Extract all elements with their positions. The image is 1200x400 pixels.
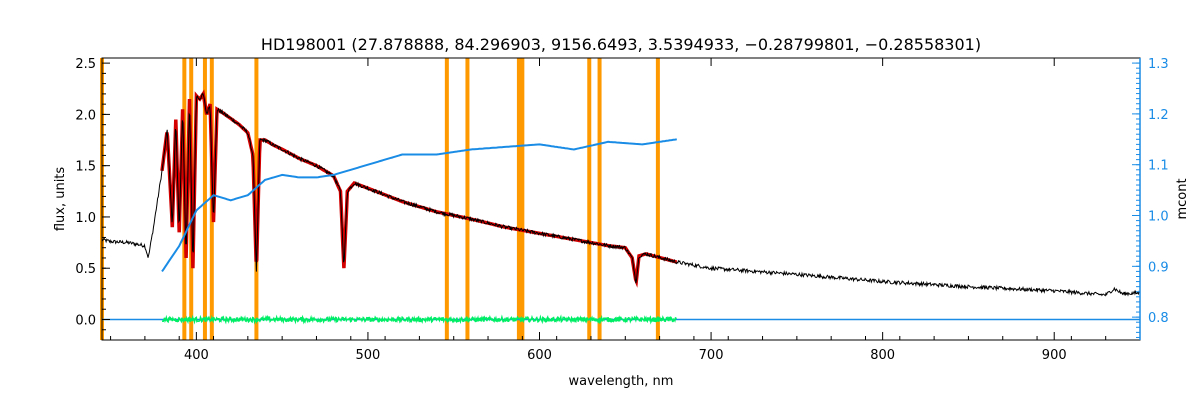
- x-tick-label-4: 800: [870, 348, 895, 363]
- x-tick-label-0: 400: [184, 348, 209, 363]
- y-tick-label-4: 2.0: [75, 108, 96, 123]
- x-tick-label-1: 500: [356, 348, 381, 363]
- masked-region-8: [516, 58, 521, 340]
- chart-title: HD198001 (27.878888, 84.296903, 9156.649…: [261, 35, 981, 54]
- series-continuum-line: [161, 138, 677, 272]
- y-right-tick-label-0: 0.8: [1148, 311, 1169, 326]
- y-right-tick-label-1: 0.9: [1148, 260, 1169, 275]
- y-tick-label-1: 0.5: [75, 262, 96, 277]
- masked-region-9: [520, 58, 525, 340]
- masked-region-10: [587, 58, 592, 340]
- y-tick-label-5: 2.5: [75, 57, 96, 72]
- y-tick-label-3: 1.5: [75, 160, 96, 175]
- series-residual-line: [161, 314, 677, 325]
- y-axis-ticks: 0.0 0.5 1.0 1.5 2.0 2.5: [75, 57, 110, 331]
- x-tick-label-5: 900: [1042, 348, 1067, 363]
- y-right-tick-label-5: 1.3: [1148, 57, 1169, 72]
- series-observed-line: [101, 93, 1141, 297]
- y-tick-label-2: 1.0: [75, 211, 96, 226]
- y-tick-label-0: 0.0: [75, 313, 96, 328]
- x-axis-ticks: 400 500 600 700 800 900: [110, 58, 1141, 363]
- masked-region-5: [254, 58, 259, 340]
- masked-region-3: [202, 58, 207, 340]
- y-right-tick-label-4: 1.2: [1148, 108, 1169, 123]
- y-right-axis-title: mcont: [1175, 178, 1190, 219]
- x-axis-title: wavelength, nm: [569, 374, 674, 389]
- x-tick-label-2: 600: [527, 348, 552, 363]
- x-tick-label-3: 700: [699, 348, 724, 363]
- y-axis-title: flux, units: [53, 167, 68, 232]
- y-right-axis-ticks: 0.8 0.9 1.0 1.1 1.2 1.3: [1132, 57, 1169, 340]
- masked-region-12: [655, 58, 660, 340]
- y-right-tick-label-3: 1.1: [1148, 159, 1169, 174]
- masked-region-6: [444, 58, 449, 340]
- y-right-tick-label-2: 1.0: [1148, 210, 1169, 225]
- series-layer: [101, 89, 1141, 325]
- masked-region-11: [597, 58, 602, 340]
- masked-region-7: [465, 58, 470, 340]
